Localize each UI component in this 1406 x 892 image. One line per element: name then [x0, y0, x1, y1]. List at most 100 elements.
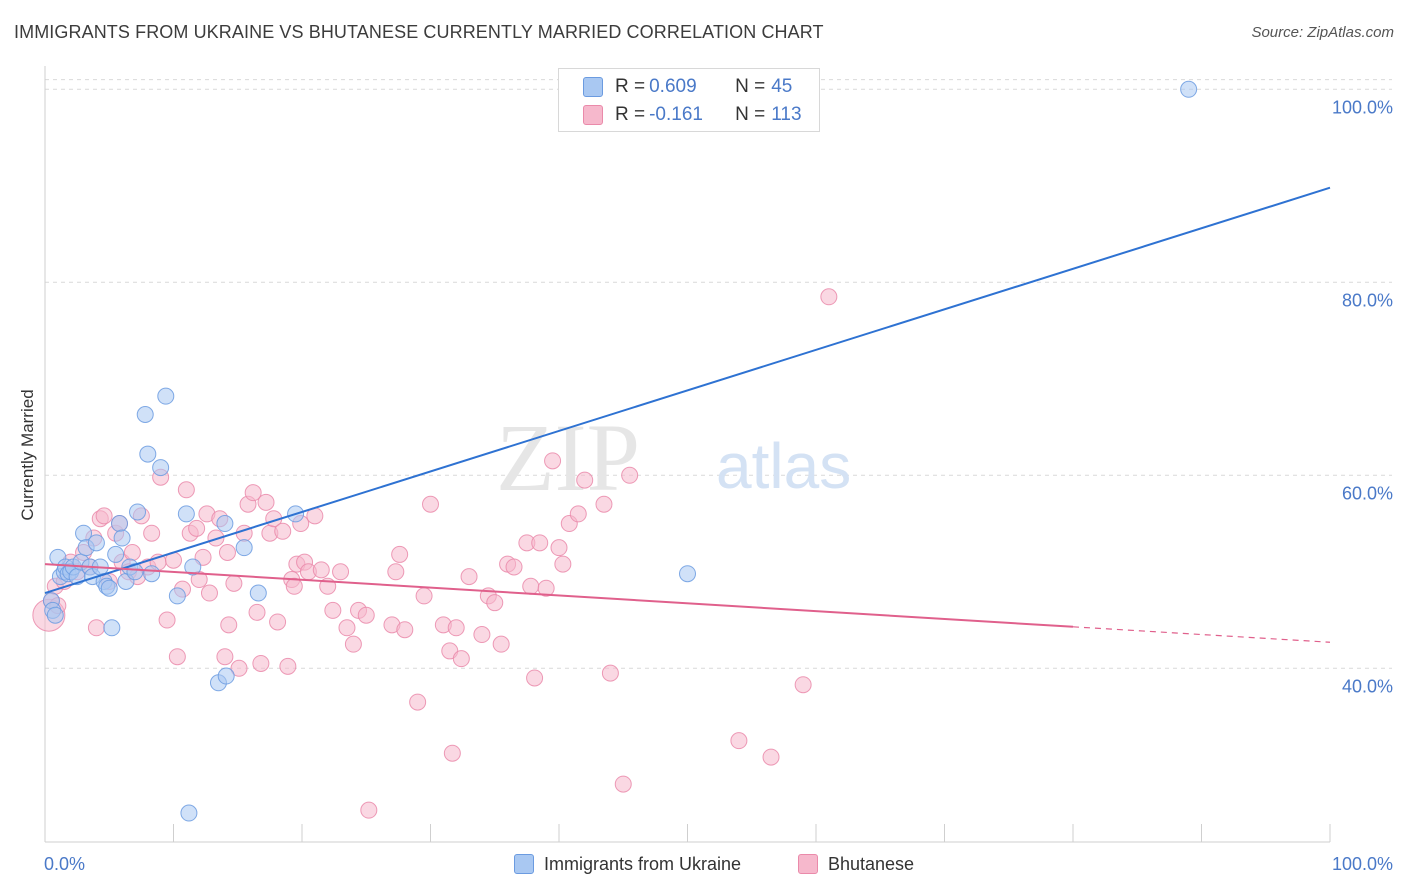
tick-labels: 40.0% 60.0% 80.0% 100.0% 0.0% 100.0% [44, 97, 1393, 874]
bhutanese-trend-line [44, 563, 1074, 628]
bhutanese-point [357, 606, 375, 624]
bhutanese-point [188, 519, 206, 537]
bhutanese-point [422, 495, 439, 513]
bhutanese-point [537, 579, 555, 597]
ukraine-point [111, 515, 129, 533]
bhutanese-point [762, 748, 780, 766]
ukraine-point [235, 539, 253, 557]
bhutanese-points [32, 288, 838, 819]
bottom-legend-ukraine: Immigrants from Ukraine [514, 852, 741, 876]
bhutanese-point [544, 452, 562, 470]
x-tick-label: 0.0% [44, 854, 85, 874]
bhutanese-point [177, 481, 195, 499]
ukraine-point [103, 619, 121, 637]
y-tick-label: 40.0% [1342, 676, 1393, 696]
ukraine-point [129, 503, 147, 521]
ukraine-point [1180, 80, 1198, 98]
bhutanese-point [447, 619, 465, 637]
bottom-legend-swatch-bhutanese [798, 854, 818, 874]
bhutanese-point [595, 495, 613, 513]
bhutanese-point [95, 507, 113, 525]
legend-r-value: 0.609 [649, 76, 697, 97]
x-tick-label: 100.0% [1332, 854, 1393, 874]
legend-swatch-bhutanese [583, 105, 603, 125]
bhutanese-point [332, 563, 350, 581]
bhutanese-point [269, 613, 287, 631]
legend-r-label: R = [615, 104, 646, 125]
bottom-legend-label-bhutanese: Bhutanese [828, 853, 915, 874]
bhutanese-point [492, 635, 510, 653]
bhutanese-point [87, 619, 105, 637]
ukraine-point [46, 606, 64, 624]
bhutanese-point [794, 676, 812, 694]
ukraine-point [136, 406, 154, 424]
legend-n-value: 45 [771, 76, 793, 97]
bottom-legend-bhutanese: Bhutanese [798, 852, 914, 876]
bhutanese-point [486, 594, 504, 612]
bhutanese-point [158, 611, 176, 629]
bhutanese-point [730, 732, 748, 750]
bhutanese-point [248, 603, 266, 621]
bhutanese-point [244, 484, 262, 502]
y-tick-label: 100.0% [1332, 97, 1393, 117]
bhutanese-point [409, 693, 427, 711]
bhutanese-point [415, 587, 433, 605]
bhutanese-point [338, 619, 356, 637]
watermark-atlas: atlas [716, 430, 851, 502]
bhutanese-point [522, 577, 540, 595]
y-axis-label: Currently Married [18, 389, 37, 521]
ukraine-point [143, 565, 161, 583]
bhutanese-point [252, 654, 270, 672]
bhutanese-point [324, 601, 342, 619]
ukraine-point [168, 587, 186, 605]
ukraine-point [216, 515, 234, 533]
ukraine-point [184, 558, 202, 576]
bhutanese-point [554, 555, 572, 573]
bhutanese-point [207, 529, 225, 547]
bhutanese-point [230, 659, 248, 677]
bhutanese-point [550, 539, 568, 557]
bhutanese-point [576, 471, 594, 489]
bhutanese-point [387, 563, 405, 581]
bottom-legend-swatch-ukraine [514, 854, 534, 874]
bhutanese-point [531, 534, 549, 552]
legend-n-label: N = [735, 104, 766, 125]
bhutanese-trend-extension [1072, 626, 1331, 643]
bhutanese-point [569, 505, 587, 523]
legend-r-label: R = [615, 76, 646, 97]
ukraine-point [217, 667, 235, 685]
bottom-legend-label-ukraine: Immigrants from Ukraine [544, 853, 742, 874]
ukraine-point [679, 565, 696, 583]
chart-title: IMMIGRANTS FROM UKRAINE VS BHUTANESE CUR… [14, 22, 824, 42]
bhutanese-point [601, 664, 619, 682]
bhutanese-point [344, 635, 362, 653]
trend-lines [44, 186, 1331, 643]
ukraine-point [100, 579, 118, 597]
bhutanese-point [360, 801, 378, 819]
bhutanese-point [452, 650, 470, 668]
bhutanese-point [123, 544, 141, 561]
bhutanese-point [285, 577, 303, 595]
legend-r-value: -0.161 [649, 104, 703, 125]
bhutanese-point [200, 584, 218, 602]
bhutanese-point [820, 288, 838, 306]
ukraine-point [139, 445, 157, 463]
bhutanese-point [621, 466, 639, 484]
ukraine-trend-line [44, 186, 1331, 594]
bhutanese-point [220, 616, 238, 634]
grid-lines [45, 79, 1392, 669]
ukraine-point [107, 545, 125, 563]
legend-n-value: 113 [771, 104, 802, 125]
y-tick-label: 60.0% [1342, 483, 1393, 503]
bhutanese-point [526, 669, 544, 687]
bhutanese-point [225, 574, 243, 592]
y-tick-label: 80.0% [1342, 290, 1393, 310]
ukraine-point [180, 804, 198, 822]
bhutanese-point [443, 744, 461, 762]
bhutanese-point [505, 558, 523, 576]
bhutanese-point [279, 657, 297, 675]
bhutanese-point [473, 626, 491, 644]
bhutanese-point [274, 522, 292, 540]
bhutanese-point [614, 775, 632, 793]
